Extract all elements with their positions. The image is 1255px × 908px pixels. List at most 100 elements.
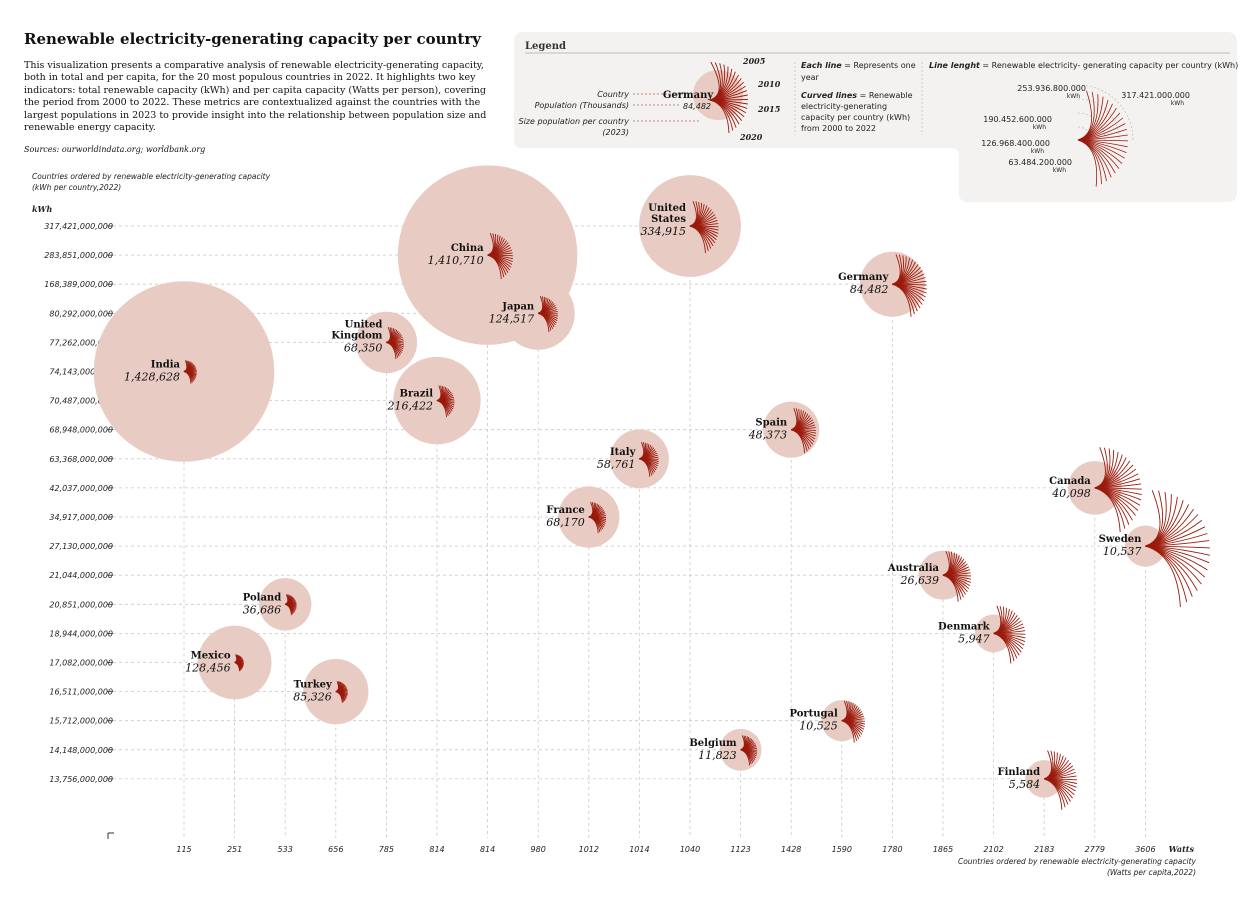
legend-example-country: Germany	[663, 90, 715, 101]
year-line	[993, 632, 1012, 664]
legend-size-label: Size population per country	[518, 117, 629, 126]
y-tick-label: 63,368,000,000	[49, 455, 113, 464]
yearly-capacity-fan	[639, 442, 659, 477]
yearly-capacity-fan	[538, 296, 559, 333]
year-line	[285, 603, 292, 616]
population-label: 1,410,710	[428, 254, 484, 267]
y-tick-label: 168,389,000,000	[44, 280, 113, 289]
country-label: Finland	[997, 767, 1040, 778]
x-tick-label: 814	[480, 845, 495, 854]
bubbles	[93, 165, 1166, 798]
year-line	[183, 371, 192, 384]
yearly-capacity-fan	[1094, 447, 1142, 533]
year-line	[1044, 778, 1063, 810]
population-label: 124,517	[489, 312, 535, 325]
x-tick-label: 980	[531, 845, 546, 854]
yearly-capacity-fan	[436, 385, 455, 418]
yearly-capacity-fan	[588, 501, 607, 534]
country-label: United	[648, 203, 686, 214]
year-line	[841, 720, 855, 743]
population-label: 5,584	[1009, 778, 1041, 791]
country-label: Turkey	[294, 680, 333, 691]
legend-curved: Curved lines = Renewable	[801, 91, 913, 100]
y-tick-label: 18,944,000,000	[49, 629, 113, 638]
population-label: 68,350	[344, 341, 383, 354]
x-tick-label: 1014	[629, 845, 649, 854]
yearly-capacity-fan	[689, 201, 719, 254]
country-label: Sweden	[1099, 534, 1143, 545]
x-axis-title: Countries ordered by renewable electrici…	[958, 857, 1197, 866]
x-tick-label: 2779	[1085, 845, 1105, 854]
description: This visualization presents a comparativ…	[24, 60, 487, 134]
year-line	[689, 225, 706, 254]
legend-each-line-2: year	[801, 73, 820, 82]
legend-fan	[709, 61, 749, 134]
country-label: United	[345, 319, 383, 330]
y-tick-label: 27,130,000,000	[49, 542, 113, 551]
yearly-capacity-fan	[1145, 490, 1210, 608]
x-tick-label: 1040	[680, 845, 700, 854]
year-line	[588, 516, 599, 534]
legend-scale-unit: kWh	[1031, 148, 1044, 155]
y-axis-unit: kWh	[32, 204, 53, 214]
year-line	[436, 400, 447, 418]
country-label: Spain	[755, 418, 787, 429]
x-tick-label: 251	[227, 845, 242, 854]
x-tick-label: 656	[328, 845, 343, 854]
legend-scale-unit: kWh	[1067, 93, 1080, 100]
yearly-capacity-fan	[285, 594, 297, 616]
y-tick-label: 74,143,000,000	[49, 368, 113, 377]
x-tick-label: 814	[429, 845, 444, 854]
x-tick-label: 1780	[882, 845, 902, 854]
legend-scale-value: 126.968.400.000	[981, 139, 1050, 148]
legend-length: Line lenght = Renewable electricity- gen…	[929, 61, 1238, 70]
x-tick-label: 1865	[933, 845, 953, 854]
legend-scale-value: 63.484.200.000	[1008, 158, 1072, 167]
legend-curved-2: electricity-generating	[801, 102, 887, 111]
yearly-capacity-fan	[791, 408, 817, 454]
population-label: 26,639	[900, 574, 940, 587]
y-tick-label: 20,851,000,000	[49, 600, 113, 609]
country-label: India	[151, 360, 181, 371]
legend-scale-ring	[1077, 126, 1092, 141]
year-line	[234, 662, 241, 672]
y-tick-label: 17,082,000,000	[49, 659, 113, 668]
legend-year-line	[709, 99, 730, 134]
population-label: 334,915	[641, 225, 687, 238]
yearly-capacity-fan	[740, 735, 758, 766]
y-tick-label: 77,262,000,000	[49, 338, 113, 347]
year-line	[740, 749, 751, 766]
country-label: States	[651, 214, 686, 225]
legend-scale-ring	[1077, 98, 1120, 141]
yearly-capacity-fan	[335, 681, 348, 703]
yearly-capacity-fan	[234, 654, 244, 672]
x-tick-label: 2102	[983, 845, 1003, 854]
fans	[183, 201, 1210, 810]
country-label: Canada	[1049, 476, 1091, 487]
country-label: Belgium	[689, 738, 737, 749]
year-line	[386, 341, 397, 360]
population-label: 11,823	[698, 749, 737, 762]
legend-curved-3: capacity per country (kWh)	[801, 113, 910, 122]
legend-example-population: 84,482	[683, 102, 711, 111]
year-line	[335, 691, 343, 703]
yearly-capacity-fan	[942, 550, 972, 602]
population-bubble	[355, 311, 418, 374]
y-tick-label: 13,756,000,000	[49, 775, 113, 784]
year-line	[639, 458, 651, 477]
population-label: 1,428,628	[124, 371, 180, 384]
y-tick-label: 70,487,000,000	[49, 397, 113, 406]
population-label: 85,326	[293, 691, 332, 704]
year-line	[1145, 545, 1181, 608]
legend-scale-unit: kWh	[1171, 100, 1184, 107]
legend-scale-unit: kWh	[1033, 124, 1046, 131]
legend-country-label: Country	[597, 90, 629, 99]
legend-curved-4: from 2000 to 2022	[801, 124, 876, 133]
year-line	[1094, 487, 1121, 533]
yearly-capacity-fan	[386, 327, 404, 360]
y-tick-label: 21,044,000,000	[49, 571, 113, 580]
y-tick-label: 80,292,000,000	[49, 309, 113, 318]
x-tick-label: 115	[176, 845, 191, 854]
